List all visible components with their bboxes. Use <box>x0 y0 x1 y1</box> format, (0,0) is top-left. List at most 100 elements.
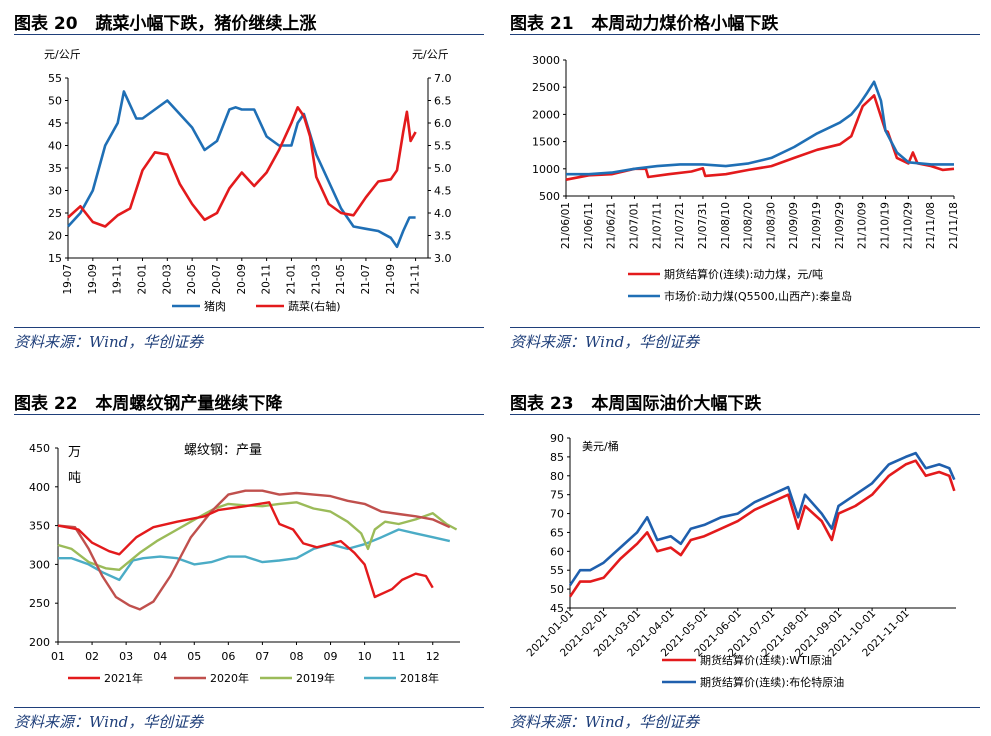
x-tick-label: 05 <box>187 650 201 663</box>
y-tick-label: 45 <box>48 117 62 130</box>
x-tick-label: 08 <box>289 650 303 663</box>
legend-label: 期货结算价(连续):WTI原油 <box>700 653 832 667</box>
y-tick-label: 60 <box>550 545 564 558</box>
chart-title-text: 本周螺纹钢产量继续下降 <box>95 394 283 414</box>
x-tick-label: 21/06/11 <box>583 202 595 249</box>
source-rule <box>510 707 980 708</box>
legend-label: 期货结算价(连续):动力煤，元/吨 <box>664 267 823 281</box>
x-tick-label: 21-09 <box>385 264 397 295</box>
y-tick-label: 1000 <box>532 163 560 176</box>
chart-21-plot: 500 1000 1500 2000 2500 3000 21/06/01 21/06/11 2… <box>532 54 960 303</box>
chart-title: 图表 22 本周螺纹钢产量继续下降 <box>14 389 282 414</box>
y-tick-label: 350 <box>29 520 50 533</box>
x-tick-label: 21/08/10 <box>720 202 732 249</box>
series-line-wti <box>568 459 956 598</box>
x-tick-label: 21/06/21 <box>606 202 618 249</box>
source-rule <box>510 327 980 328</box>
y-axis-title-left: 元/公斤 <box>44 48 81 61</box>
title-rule <box>14 414 484 415</box>
x-tick-label: 21/07/11 <box>651 202 663 249</box>
x-tick-label: 19-09 <box>87 264 99 295</box>
y-tick-label: 90 <box>550 432 564 445</box>
x-tick-label: 21/10/19 <box>880 202 892 249</box>
x-tick-label: 20-03 <box>161 264 173 295</box>
source-note: 资料来源：Wind，华创证券 <box>14 333 204 351</box>
x-tick-label: 21/06/01 <box>560 202 572 249</box>
y-tick-label: 6.0 <box>434 117 452 130</box>
y-tick-label: 250 <box>29 597 50 610</box>
chart-title-text: 本周国际油价大幅下跌 <box>591 394 762 414</box>
y-axis-title: 吨 <box>68 471 81 486</box>
chart-title-number: 图表 23 <box>510 394 574 414</box>
x-tick-label: 21/09/09 <box>788 202 800 249</box>
series-line-2021年 <box>57 501 434 599</box>
y-tick-label: 50 <box>48 95 62 108</box>
title-rule <box>510 414 980 415</box>
x-tick-label: 11 <box>392 650 406 663</box>
chart-23-plot: 美元/桶455055606570758085902021-01-012021-0… <box>524 432 956 689</box>
y-tick-label: 80 <box>550 470 564 483</box>
chart-title-number: 图表 21 <box>510 14 574 34</box>
title-rule <box>510 34 980 35</box>
y-tick-label: 35 <box>48 162 62 175</box>
y-tick-label: 3.0 <box>434 252 452 265</box>
legend-label: 蔬菜(右轴) <box>288 299 341 313</box>
series-line-brent <box>568 451 956 587</box>
series-line-2020年 <box>57 489 451 611</box>
chart-annotation: 螺纹钢：产量 <box>184 443 262 458</box>
y-tick-label: 450 <box>29 442 50 455</box>
chart-title-number: 图表 20 <box>14 14 78 34</box>
y-tick-label: 40 <box>48 140 62 153</box>
y-tick-label: 200 <box>29 636 50 649</box>
x-tick-label: 20-09 <box>236 264 248 295</box>
panel-chart-22: 图表 22 本周螺纹钢产量继续下降 螺纹钢：产量 万吨 200 250 300 350 40… <box>14 380 484 736</box>
x-tick-label: 21/07/21 <box>674 202 686 249</box>
x-tick-label: 21/07/31 <box>697 202 709 249</box>
x-tick-label: 12 <box>426 650 440 663</box>
x-tick-label: 21/08/20 <box>743 202 755 249</box>
source-note: 资料来源：Wind，华创证券 <box>510 713 700 731</box>
x-tick-label: 01 <box>51 650 65 663</box>
x-tick-label: 10 <box>358 650 372 663</box>
title-rule <box>14 34 484 35</box>
y-tick-label: 5.5 <box>434 140 452 153</box>
x-tick-label: 02 <box>85 650 99 663</box>
y-tick-label: 6.5 <box>434 95 452 108</box>
x-tick-label: 20-07 <box>211 264 223 295</box>
y-tick-label: 25 <box>48 207 62 220</box>
legend-label: 2018年 <box>400 671 439 685</box>
legend-label: 期货结算价(连续):布伦特原油 <box>700 675 844 689</box>
y-tick-label: 3000 <box>532 54 560 67</box>
y-tick-label: 20 <box>48 230 62 243</box>
x-tick-label: 07 <box>255 650 269 663</box>
x-tick-label: 21/11/08 <box>925 202 937 249</box>
x-tick-label: 20-01 <box>136 264 148 295</box>
y-tick-label: 4.5 <box>434 185 452 198</box>
series-line-market-price <box>566 80 954 176</box>
x-tick-label: 21-03 <box>310 264 322 295</box>
chart-title: 图表 20 蔬菜小幅下跌，猪价继续上涨 <box>14 9 316 34</box>
y-tick-label: 2000 <box>532 108 560 121</box>
x-tick-label: 09 <box>324 650 338 663</box>
legend-label: 2021年 <box>104 671 143 685</box>
x-tick-label: 19-07 <box>62 264 74 295</box>
y-tick-label: 75 <box>550 489 564 502</box>
x-tick-label: 06 <box>221 650 235 663</box>
legend-label: 2019年 <box>296 671 335 685</box>
y-tick-label: 7.0 <box>434 72 452 85</box>
x-tick-label: 21/08/30 <box>765 202 777 249</box>
source-rule <box>14 707 484 708</box>
y-tick-label: 45 <box>550 602 564 615</box>
legend-label: 2020年 <box>210 671 249 685</box>
series-line-vegetable <box>67 106 417 228</box>
x-tick-label: 21-01 <box>285 264 297 295</box>
y-tick-label: 70 <box>550 508 564 521</box>
y-tick-label: 55 <box>550 564 564 577</box>
x-tick-label: 21/07/01 <box>628 202 640 249</box>
y-tick-label: 55 <box>48 72 62 85</box>
y-tick-label: 2500 <box>532 81 560 94</box>
series-line-pork <box>67 90 416 249</box>
x-tick-label: 21-11 <box>410 264 422 295</box>
y-tick-label: 400 <box>29 481 50 494</box>
chart-title: 图表 21 本周动力煤价格小幅下跌 <box>510 9 778 34</box>
